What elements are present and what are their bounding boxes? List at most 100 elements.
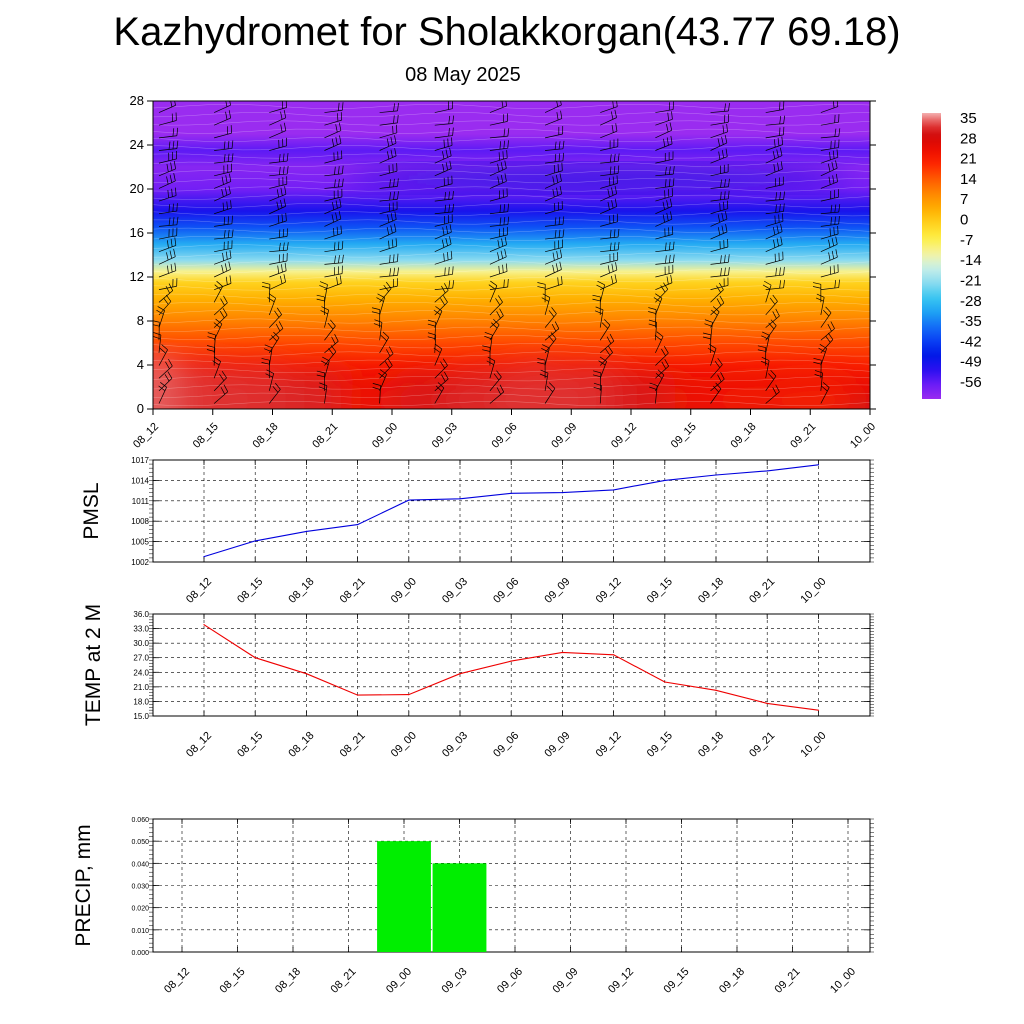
barb-feather — [165, 294, 172, 302]
x-tick-label: 09_18 — [696, 576, 726, 606]
barb-feather — [339, 135, 342, 144]
y-tick-label: 24 — [130, 137, 144, 152]
barb-feather — [663, 138, 666, 147]
barb-feather — [163, 297, 169, 305]
barb-feather — [397, 267, 399, 276]
barb-feather — [331, 336, 336, 345]
barb-feather — [617, 153, 620, 162]
barb-feather — [482, 345, 491, 348]
barb-feather — [394, 148, 397, 157]
barb-staff — [710, 171, 729, 177]
y-tick-label: 24.0 — [133, 668, 149, 677]
barb-feather — [175, 187, 177, 196]
barb-staff — [820, 196, 839, 202]
barb-staff — [710, 348, 717, 366]
barb-staff — [379, 337, 390, 354]
colorbar: 35 28 21 14 7 0 -7 -14 -21 -28 -35 -42 -49 -56 — [922, 110, 982, 399]
x-tick-label: 10_00 — [798, 730, 828, 760]
colorbar-fill — [922, 113, 941, 399]
barb-staff — [434, 221, 453, 227]
barb-feather — [832, 175, 835, 184]
barb-staff — [600, 259, 618, 265]
barb-feather — [223, 295, 228, 303]
barb-feather — [166, 176, 169, 185]
barb-feather — [174, 262, 177, 271]
barb-staff — [544, 328, 560, 341]
barb-feather — [665, 255, 667, 264]
barb-staff — [214, 269, 231, 278]
barb-feather — [168, 141, 171, 150]
barb-staff — [158, 301, 172, 316]
barb-feather — [386, 226, 390, 235]
barb-staff — [324, 173, 343, 177]
barb-staff — [158, 224, 177, 227]
barb-feather — [649, 382, 658, 386]
barb-feather — [278, 321, 284, 329]
barb-feather — [261, 285, 270, 289]
barb-staff — [544, 170, 563, 177]
barb-feather — [539, 373, 548, 378]
x-tick-label: 09_00 — [389, 576, 419, 606]
barb-feather — [504, 236, 507, 245]
barb-feather — [834, 204, 837, 213]
barb-staff — [324, 158, 342, 164]
barb-feather — [223, 154, 226, 163]
barb-feather — [721, 136, 724, 145]
barb-feather — [617, 165, 620, 174]
barb-feather — [331, 138, 335, 147]
barb-staff — [765, 315, 780, 328]
barb-staff — [765, 244, 783, 253]
barb-feather — [498, 265, 500, 274]
barb-feather — [728, 190, 730, 199]
barb-staff — [324, 233, 342, 240]
x-tick-label: 09_12 — [594, 730, 624, 760]
isotherm — [153, 277, 870, 283]
barb-feather — [783, 203, 785, 212]
barb-feather — [757, 349, 766, 352]
barb-feather — [594, 310, 603, 315]
barb-feather — [221, 370, 227, 379]
x-tick-label: 08_21 — [338, 576, 368, 606]
barb-feather — [779, 280, 781, 289]
barb-feather — [449, 147, 452, 156]
barb-staff — [269, 328, 284, 341]
barb-staff — [158, 334, 162, 353]
barb-feather — [665, 179, 667, 188]
barb-feather — [448, 191, 450, 200]
barb-feather — [503, 279, 505, 288]
barb-feather — [223, 230, 226, 239]
barb-staff — [269, 107, 287, 113]
barb-feather — [228, 261, 231, 270]
barb-feather — [775, 204, 777, 213]
barb-feather — [283, 109, 287, 118]
barb-feather — [397, 178, 399, 187]
barb-staff — [269, 270, 287, 278]
isotherm — [153, 401, 870, 406]
barb-feather — [321, 306, 329, 311]
barb-feather — [613, 242, 616, 251]
barb-staff — [655, 336, 664, 354]
barb-feather — [704, 323, 713, 327]
barb-feather — [609, 154, 612, 163]
barb-feather — [449, 236, 452, 245]
data-point — [408, 499, 410, 501]
barb-feather — [337, 241, 340, 250]
barb-feather — [506, 150, 508, 159]
barb-feather — [614, 109, 617, 118]
barb-staff — [489, 301, 503, 316]
barb-feather — [219, 373, 225, 381]
barb-feather — [609, 242, 612, 251]
barb-feather — [497, 163, 500, 172]
heatmap-background — [153, 101, 870, 409]
barb-staff — [269, 281, 286, 290]
barb-staff — [434, 334, 437, 353]
y-tick-label: 8 — [137, 313, 144, 328]
barb-feather — [440, 298, 446, 306]
barb-feather — [316, 370, 325, 374]
data-point — [664, 681, 666, 683]
barb-feather — [172, 203, 174, 212]
barb-staff — [544, 247, 563, 253]
y-tick-label: 0.010 — [131, 928, 149, 935]
barb-feather — [648, 311, 657, 314]
barb-feather — [388, 346, 394, 354]
